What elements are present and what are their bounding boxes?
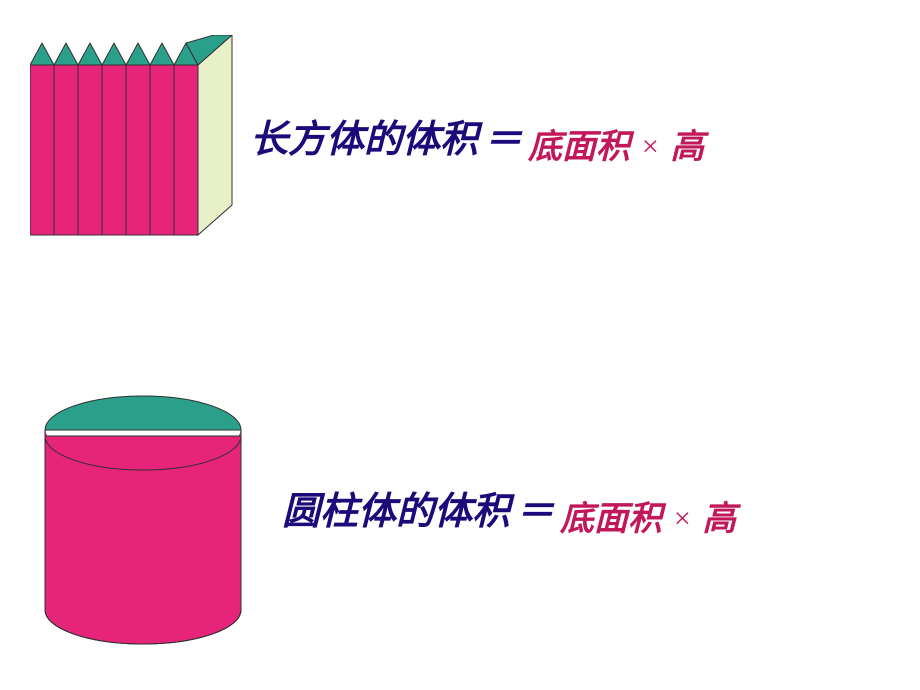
formula2-eq: ＝ xyxy=(516,480,554,535)
formula2-times: × xyxy=(672,502,692,536)
formula2-lhs: 圆柱体的体积 xyxy=(282,480,510,535)
cylinder-top-back xyxy=(45,396,241,430)
prism-side-face xyxy=(198,35,232,235)
prism-top xyxy=(30,35,232,65)
formula-prism: 长方体的体积 ＝ 底面积 × 高 xyxy=(250,108,704,163)
formula2-rhs2: 高 xyxy=(702,491,736,540)
prism-svg xyxy=(30,35,250,245)
formula-cylinder: 圆柱体的体积 ＝ 底面积 × 高 xyxy=(282,480,736,535)
formula1-rhs2: 高 xyxy=(670,119,704,168)
formula1-eq: ＝ xyxy=(484,108,522,163)
cylinder-shape xyxy=(38,390,248,650)
prism-front xyxy=(30,65,198,235)
prism-shape xyxy=(30,35,250,245)
formula1-lhs: 长方体的体积 xyxy=(250,108,478,163)
row-prism xyxy=(30,35,250,245)
formula1-times: × xyxy=(640,130,660,164)
formula2-rhs1: 底面积 xyxy=(560,491,662,540)
formula1-rhs1: 底面积 xyxy=(528,119,630,168)
cylinder-svg xyxy=(38,390,248,650)
row-cylinder xyxy=(38,390,248,650)
